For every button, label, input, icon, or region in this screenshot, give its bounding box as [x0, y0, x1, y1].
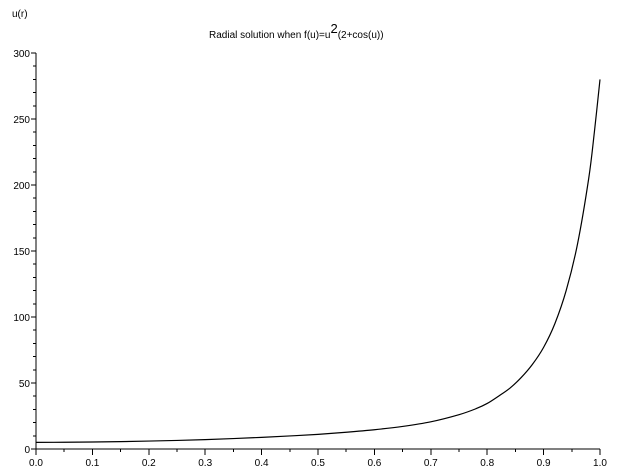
x-tick-label: 0.8 [480, 458, 494, 469]
y-tick-label: 300 [13, 49, 30, 60]
x-tick-label: 0.2 [142, 458, 156, 469]
x-tick-label: 0.7 [424, 458, 438, 469]
chart-title-main: Radial solution when f(u)=u [209, 30, 330, 41]
x-tick-label: 0.5 [311, 458, 325, 469]
x-tick-label: 0.3 [198, 458, 212, 469]
series-group [35, 79, 601, 443]
chart-title-superscript: 2 [330, 21, 337, 36]
x-axis-ticks: 0.0 0.1 0.2 0.3 0.4 0.5 0.6 0.7 0.8 0.9 1.0 [29, 449, 607, 469]
series-line [35, 79, 601, 443]
x-tick-label: 0.6 [367, 458, 381, 469]
x-tick-label: 0.0 [29, 458, 43, 469]
y-tick-label: 50 [19, 379, 31, 390]
x-tick-label: 0.4 [255, 458, 269, 469]
x-tick-label: 1.0 [593, 458, 607, 469]
x-tick-label: 0.1 [85, 458, 99, 469]
axes [35, 53, 600, 450]
y-tick-label: 0 [24, 445, 30, 456]
y-tick-label: 200 [13, 181, 30, 192]
chart-title: Radial solution when f(u)=u 2 (2+cos(u)) [209, 21, 384, 41]
y-tick-label: 250 [13, 115, 30, 126]
y-axis-ticks: 0 50 100 150 200 250 300 [13, 49, 36, 456]
y-tick-label: 100 [13, 313, 30, 324]
chart-title-tail: (2+cos(u)) [338, 30, 384, 41]
y-tick-label: 150 [13, 247, 30, 258]
y-axis-label: u(r) [12, 9, 28, 20]
x-tick-label: 0.9 [537, 458, 551, 469]
